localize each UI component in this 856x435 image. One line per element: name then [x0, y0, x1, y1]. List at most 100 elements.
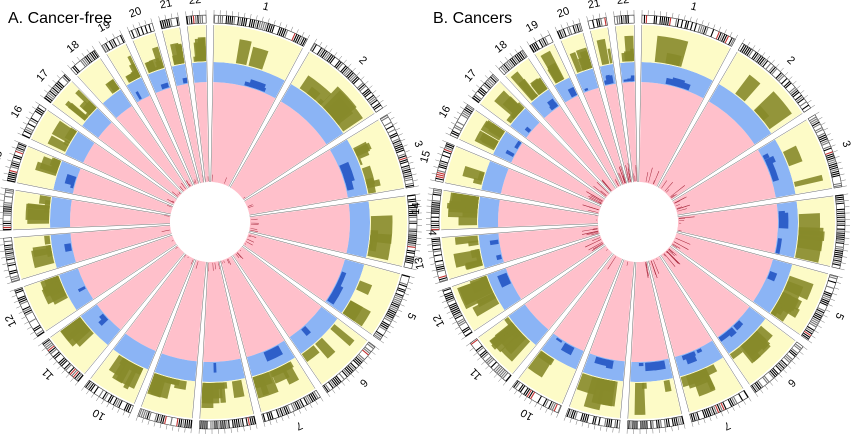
cytoband: [184, 419, 187, 428]
cytoband: [814, 312, 823, 317]
inner-bar: [224, 177, 227, 184]
cytoband: [452, 309, 460, 315]
tick: [695, 18, 698, 24]
cytoband: [533, 42, 539, 51]
cytoband: [389, 132, 398, 137]
inner-bar: [589, 197, 602, 205]
cytoband: [817, 307, 826, 312]
cytoband: [491, 74, 498, 82]
sector-outline: [569, 259, 625, 407]
tick: [65, 373, 70, 378]
cytoband: [382, 320, 390, 326]
cytoband: [826, 155, 835, 159]
tick: [671, 426, 673, 432]
sector-outline: [670, 244, 800, 335]
cytoband: [655, 15, 658, 24]
chromosome-19-sector: 19: [524, 18, 622, 189]
chromosome-5-sector: 5: [670, 231, 846, 344]
outer-bar: [500, 331, 531, 362]
cytoband: [465, 331, 473, 337]
cytoband: [446, 297, 455, 302]
cytoband: [350, 362, 357, 369]
chromosome-1-sector: 1: [638, 0, 738, 187]
inner-bar: [625, 165, 630, 182]
tick: [394, 314, 400, 318]
inner-track-chr1: [210, 82, 276, 187]
cytoband: [77, 374, 84, 382]
cytoband: [480, 351, 488, 358]
cytoband: [242, 17, 246, 26]
tick: [81, 386, 85, 391]
cytoband: [354, 358, 361, 365]
inner-bar: [189, 183, 191, 187]
tick: [386, 330, 391, 334]
inner-bar: [250, 223, 259, 225]
tick: [147, 419, 150, 425]
sector-outline: [607, 27, 633, 183]
cytoband: [43, 340, 52, 347]
tick: [81, 52, 86, 58]
cytoband: [831, 172, 840, 176]
inner-bar: [675, 204, 680, 207]
chromosome-8-sector: 8: [198, 260, 258, 434]
sector-outline: [244, 119, 379, 202]
outer-bar: [453, 249, 482, 268]
inner-track-chr7: [648, 255, 713, 358]
inner-bar: [588, 210, 599, 213]
tick: [412, 179, 418, 182]
tick: [333, 52, 338, 57]
tick: [398, 133, 403, 136]
cytoband: [10, 275, 19, 279]
inner-bar: [596, 209, 599, 211]
middle-bar: [549, 102, 559, 111]
tick: [784, 72, 789, 76]
cytoband: [53, 85, 61, 92]
tick: [144, 20, 147, 26]
cytoband: [763, 375, 770, 383]
cytoband: [825, 153, 834, 157]
tick: [356, 72, 361, 76]
cytoband: [324, 383, 331, 392]
tick: [566, 22, 569, 28]
tick: [275, 418, 278, 424]
sector-outline: [106, 54, 190, 189]
cytoband: [22, 306, 31, 311]
cytoband: [776, 73, 784, 81]
cytoband: [819, 301, 828, 307]
tick: [261, 16, 264, 22]
tick: [575, 419, 578, 425]
sector-outline: [634, 25, 638, 183]
cytoband: [3, 222, 12, 225]
cytoband: [19, 298, 27, 304]
cytoband: [821, 298, 830, 303]
inner-bar: [244, 243, 247, 245]
outer-bar: [358, 158, 363, 166]
chromosome-6-label: 6: [357, 376, 370, 389]
outer-bar: [596, 38, 610, 66]
outer-bar: [770, 302, 783, 317]
sector-outline: [677, 195, 834, 217]
tick: [355, 369, 359, 374]
tick: [237, 427, 239, 433]
tick: [415, 250, 421, 252]
cytoband: [438, 166, 447, 170]
cytoband: [765, 62, 772, 70]
cytoband: [266, 412, 270, 421]
cytoband: [558, 30, 563, 39]
middle-bar: [336, 271, 347, 287]
inner-bar: [627, 168, 631, 182]
cytoband: [56, 82, 63, 89]
inner-bar: [593, 228, 598, 230]
cytoband: [692, 413, 696, 422]
cytoband: [834, 251, 843, 254]
middle-bar: [555, 337, 563, 343]
cytoband: [408, 220, 417, 222]
cytoband: [668, 17, 672, 26]
tick: [71, 60, 76, 65]
tick: [415, 243, 421, 246]
cytoband: [197, 15, 199, 24]
cytoband: [303, 397, 308, 405]
tick: [428, 250, 434, 252]
tick: [56, 75, 61, 79]
tick: [281, 416, 284, 422]
